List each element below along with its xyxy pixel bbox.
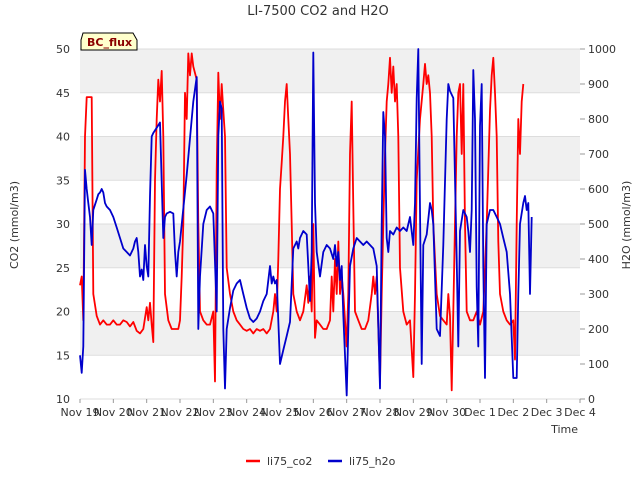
y-tick-label-right: 1000	[588, 43, 616, 56]
badge: BC_flux	[80, 32, 138, 51]
legend-label-li75-co2: li75_co2	[267, 455, 312, 468]
x-tick-label: Nov 26	[294, 406, 333, 419]
y-tick-label-left: 35	[56, 174, 70, 187]
y-tick-label-right: 400	[588, 253, 609, 266]
x-tick-label: Nov 23	[194, 406, 233, 419]
y-tick-label-left: 20	[56, 306, 70, 319]
x-tick-label: Dec 3	[531, 406, 563, 419]
y-tick-label-left: 45	[56, 87, 70, 100]
x-tick-label: Dec 2	[497, 406, 529, 419]
legend: li75_co2 li75_h2o	[246, 455, 396, 468]
y-tick-label-right: 300	[588, 288, 609, 301]
y-tick-label-right: 700	[588, 148, 609, 161]
x-axis-label: Time	[550, 423, 578, 436]
y-tick-label-left: 30	[56, 218, 70, 231]
y-tick-label-right: 800	[588, 113, 609, 126]
grid-band	[80, 49, 580, 93]
y-tick-label-left: 40	[56, 131, 70, 144]
y-tick-label-right: 100	[588, 358, 609, 371]
x-tick-label: Nov 27	[327, 406, 366, 419]
x-tick-label: Nov 25	[261, 406, 300, 419]
x-tick-label: Nov 28	[361, 406, 400, 419]
x-tick-label: Dec 4	[564, 406, 596, 419]
y-tick-label-left: 25	[56, 262, 70, 275]
y-axis-label-left: CO2 (mmol/m3)	[8, 181, 21, 269]
y-tick-label-right: 600	[588, 183, 609, 196]
x-tick-label: Nov 22	[161, 406, 200, 419]
y-tick-label-left: 50	[56, 43, 70, 56]
x-tick-label: Nov 20	[94, 406, 133, 419]
y-tick-label-right: 900	[588, 78, 609, 91]
grid-band	[80, 355, 580, 399]
y-tick-label-right: 0	[588, 393, 595, 406]
y-tick-label-right: 500	[588, 218, 609, 231]
series-layer	[79, 48, 533, 397]
y-axis-right: 0 100 200 300 400 500 600 700 800 900 1000	[580, 43, 616, 406]
y-axis-left: 10 15 20 25 30 35 40 45 50	[56, 43, 70, 406]
chart-title: LI-7500 CO2 and H2O	[247, 4, 389, 19]
badge-label: BC_flux	[87, 36, 132, 49]
x-tick-label: Nov 19	[61, 406, 100, 419]
legend-label-li75-h2o: li75_h2o	[349, 455, 396, 468]
y-tick-label-right: 200	[588, 323, 609, 336]
y-tick-label-left: 10	[56, 393, 70, 406]
y-tick-label-left: 15	[56, 349, 70, 362]
badge-box	[80, 32, 138, 51]
x-tick-label: Nov 21	[127, 406, 166, 419]
series-line-li75-h2o	[79, 48, 533, 397]
y-axis-label-right: H2O (mmol/m3)	[620, 181, 633, 270]
x-tick-label: Dec 1	[464, 406, 496, 419]
x-tick-label: Nov 30	[427, 406, 466, 419]
x-tick-label: Nov 29	[394, 406, 433, 419]
x-tick-label: Nov 24	[227, 406, 266, 419]
